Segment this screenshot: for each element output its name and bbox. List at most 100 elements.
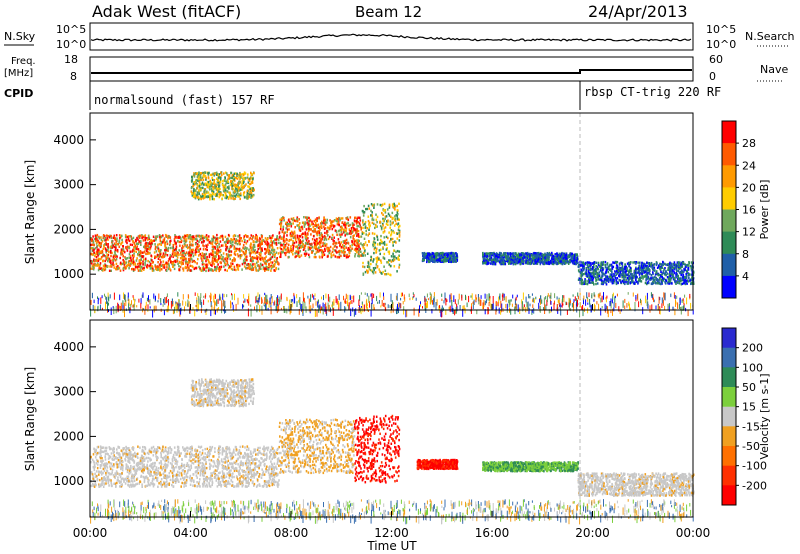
data-cell [137, 235, 140, 238]
data-cell [91, 260, 93, 263]
data-cell [235, 176, 238, 180]
data-cell [267, 237, 269, 240]
data-cell [679, 261, 681, 264]
data-cell [299, 241, 302, 245]
data-cell [645, 275, 648, 279]
data-cell [143, 245, 145, 249]
data-cell [314, 221, 317, 224]
data-cell [318, 231, 321, 234]
data-cell [347, 247, 350, 250]
data-cell [92, 241, 95, 244]
data-cell [507, 255, 510, 258]
data-cell [216, 253, 218, 256]
data-cell [670, 264, 673, 267]
data-cell [142, 263, 144, 266]
data-cell [259, 242, 262, 245]
data-cell [231, 180, 234, 183]
data-cell [325, 238, 328, 241]
data-cell [270, 267, 273, 270]
data-cell [378, 249, 381, 252]
data-cell [381, 211, 383, 215]
data-cell [112, 255, 115, 259]
data-cell [102, 267, 105, 270]
data-cell [579, 272, 582, 275]
data-cell [298, 229, 301, 232]
data-cell [204, 255, 206, 258]
data-cell [356, 244, 359, 247]
data-cell [610, 263, 613, 266]
data-cell [197, 246, 199, 249]
data-cell [177, 239, 179, 243]
data-cell [226, 238, 228, 242]
data-cell [582, 281, 585, 284]
data-cell [277, 262, 279, 265]
data-cell [340, 249, 343, 253]
data-cell [298, 218, 300, 221]
data-cell [107, 254, 110, 257]
data-cell [267, 246, 269, 249]
data-cell [264, 257, 266, 260]
data-cell [633, 273, 636, 276]
data-cell [106, 234, 108, 237]
data-cell [307, 227, 310, 231]
data-cell [236, 187, 238, 190]
nave-label: Nave [760, 63, 788, 76]
data-cell [220, 261, 222, 264]
data-cell [194, 260, 196, 264]
data-cell [336, 256, 339, 259]
data-cell [224, 257, 226, 260]
data-cell [167, 237, 169, 240]
data-cell [208, 261, 211, 265]
data-cell [592, 264, 595, 267]
data-cell [564, 260, 566, 263]
data-cell [112, 260, 114, 264]
data-cell [267, 267, 270, 271]
data-cell [131, 254, 134, 257]
data-cell [118, 239, 121, 242]
data-cell [247, 181, 250, 184]
data-cell [351, 222, 354, 225]
data-cell [257, 264, 260, 267]
data-cell [605, 277, 607, 280]
data-cell [660, 263, 662, 266]
data-cell [307, 223, 309, 226]
data-cell [376, 256, 379, 259]
data-cell [375, 213, 377, 216]
data-cell [133, 254, 135, 257]
data-cell [279, 255, 282, 258]
data-cell [358, 255, 361, 258]
data-cell [93, 251, 95, 254]
data-cell [155, 235, 157, 238]
data-cell [314, 243, 316, 246]
data-cell [623, 275, 625, 279]
data-cell [619, 279, 621, 282]
data-cell [98, 252, 101, 255]
data-cell [319, 228, 321, 231]
data-cell [379, 203, 382, 207]
data-cell [625, 265, 628, 268]
data-cell [380, 227, 383, 231]
data-cell [389, 226, 391, 229]
nsky-tick-bottom: 10^0 [56, 38, 86, 51]
data-cell [395, 214, 397, 217]
data-cell [398, 233, 401, 237]
data-cell [114, 237, 116, 240]
data-cell [398, 266, 400, 269]
data-cell [525, 261, 528, 265]
data-cell [652, 276, 654, 279]
data-cell [264, 262, 266, 265]
data-cell [251, 237, 253, 241]
data-cell [580, 282, 583, 285]
data-cell [305, 252, 308, 255]
data-cell [647, 262, 650, 265]
data-cell [96, 233, 99, 237]
data-cell [269, 253, 272, 256]
data-cell [221, 257, 223, 261]
data-cell [560, 255, 563, 258]
data-cell [316, 224, 319, 227]
station-title: Adak West (fitACF) [92, 2, 241, 21]
data-cell [586, 263, 589, 267]
data-cell [624, 265, 626, 269]
data-cell [343, 231, 346, 234]
